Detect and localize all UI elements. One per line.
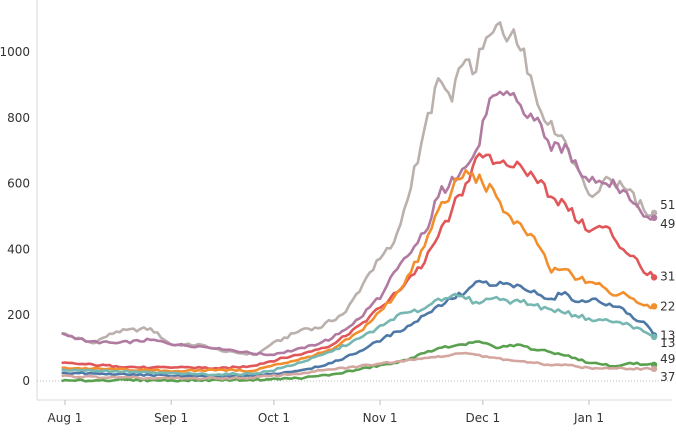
series-end-point [650,209,658,217]
series-line [61,292,655,377]
series-end-point [650,303,658,310]
series-end-label: 315 [660,269,676,283]
x-tick-label: Aug 1 [48,411,83,425]
end-labels: 511 496 315 227 139134 49 37 [660,198,676,384]
series-end-label: 37 [660,370,675,384]
x-tick-label: Jan 1 [573,411,604,425]
series-end-label: 496 [660,217,676,231]
series-line [61,152,656,370]
x-tick-label: Nov 1 [363,411,398,425]
series-end-label: 227 [660,299,676,313]
series-line [61,21,655,357]
series-end-label: 139 [660,328,676,342]
series-line [61,351,655,381]
y-tick-label: 600 [7,177,30,191]
y-tick-label: 1000 [0,45,30,59]
series-line [61,90,655,357]
series-end-label: 511 [660,198,676,212]
series-line [61,169,655,373]
x-tick-label: Dec 1 [465,411,500,425]
y-tick-label: 400 [7,242,30,256]
y-tick-label: 0 [22,374,30,388]
x-tick-label: Sep 1 [154,411,188,425]
series-end-point [650,214,658,222]
x-tick-label: Oct 1 [258,411,290,425]
series-end-point [650,274,658,281]
series-line [61,340,655,383]
series-end-label: 49 [660,352,675,366]
y-tick-label: 800 [7,111,30,125]
y-tick-label: 200 [7,308,30,322]
series-end-point [650,333,658,341]
series-end-label: 134 [660,336,676,350]
series-end-point [650,365,658,373]
series-line [61,279,656,379]
series-lines [61,21,658,383]
